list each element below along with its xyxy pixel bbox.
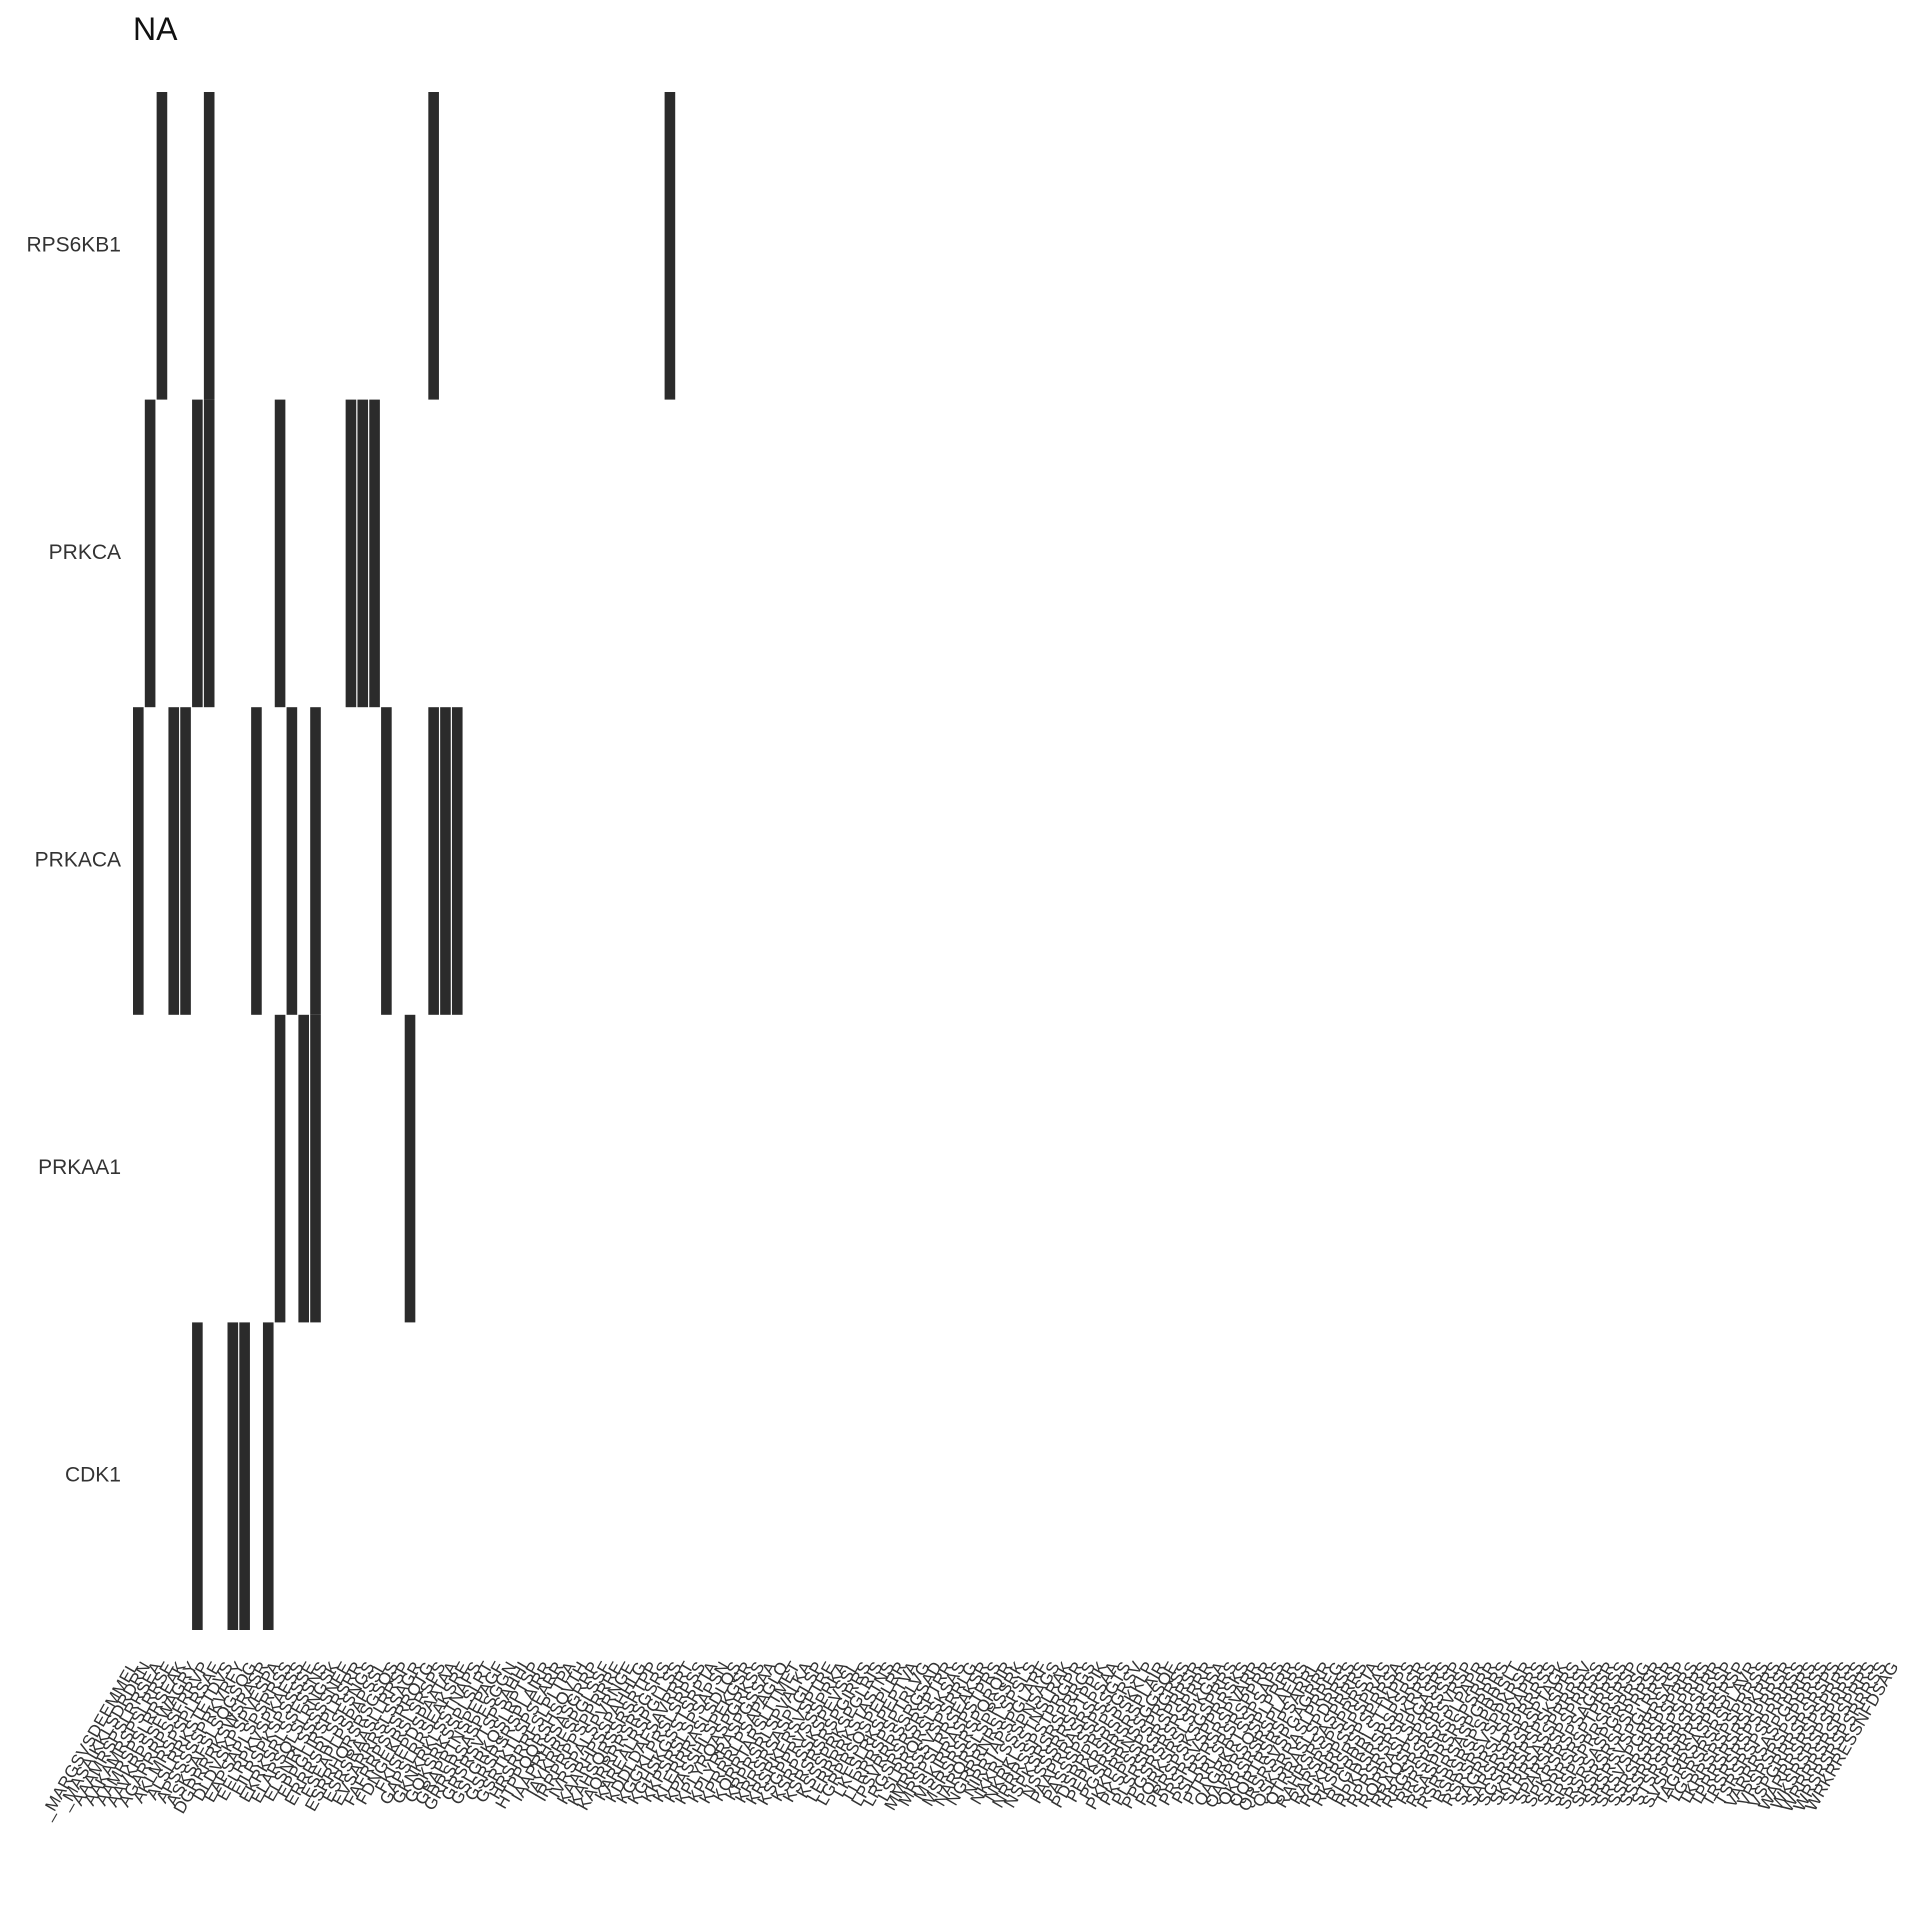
heatmap-cell — [381, 707, 392, 1015]
heatmap-cell — [239, 1322, 250, 1630]
heatmap-cell — [192, 1322, 203, 1630]
heatmap-cell — [428, 92, 439, 400]
row-label: PRKCA — [49, 541, 121, 564]
heatmap-cell — [251, 707, 262, 1015]
heatmap-cell — [345, 399, 357, 708]
heatmap-cell — [664, 92, 676, 400]
heatmap-cell — [404, 1014, 416, 1323]
heatmap-cell — [451, 707, 463, 1015]
column-labels: _MARGSVSDEEMMEL_MASAIKKLSDRDRNAAAMRSPSLR… — [36, 1658, 1902, 1824]
heatmap-cell — [274, 399, 286, 708]
row-labels: RPS6KB1 PRKCA PRKACA PRKAA1 CDK1 — [26, 233, 121, 1486]
heatmap-cell — [144, 399, 156, 708]
heatmap-cell — [310, 707, 321, 1015]
heatmap-cell — [203, 92, 215, 400]
row-label: PRKAA1 — [38, 1156, 121, 1179]
heatmap-cell — [262, 1322, 274, 1630]
heatmap-cell — [428, 707, 439, 1015]
heatmap-cell — [298, 1014, 309, 1323]
heatmap-cell — [192, 399, 203, 708]
heatmap-cell — [227, 1322, 239, 1630]
heatmap-cell — [168, 707, 180, 1015]
heatmap-cell — [440, 707, 451, 1015]
heatmap-cell — [180, 707, 191, 1015]
heatmap-cell — [133, 707, 144, 1015]
heatmap-cell — [203, 399, 215, 708]
heatmap-cell — [357, 399, 369, 708]
row-label: CDK1 — [65, 1464, 121, 1487]
heatmap-cell — [156, 92, 168, 400]
chart-title: NA — [133, 11, 178, 47]
heatmap-cells — [133, 92, 676, 1630]
row-label: RPS6KB1 — [26, 233, 121, 256]
heatmap-cell — [286, 707, 298, 1015]
heatmap-cell — [274, 1014, 286, 1323]
heatmap-cell — [369, 399, 380, 708]
heatmap-cell — [310, 1014, 321, 1323]
row-label: PRKACA — [35, 849, 121, 872]
